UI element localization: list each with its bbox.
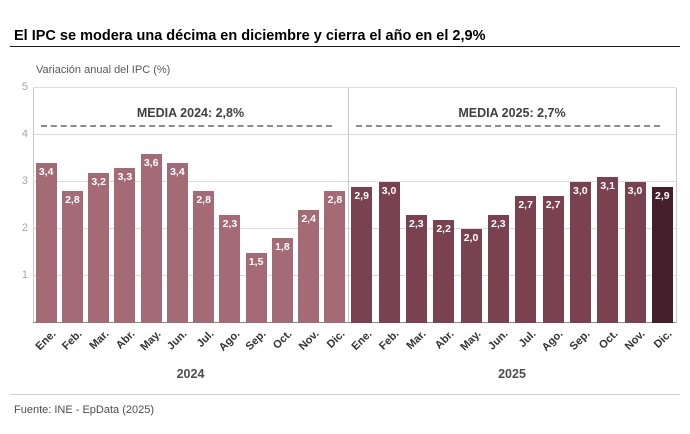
bar-2025-may: 2,0 bbox=[460, 229, 482, 323]
bar-2025-nov: 3,0 bbox=[624, 182, 646, 323]
bar-value-label: 3,0 bbox=[573, 185, 588, 197]
bar-value-label: 2,7 bbox=[518, 199, 533, 212]
bar-value-label: 2,8 bbox=[327, 194, 343, 207]
bar-2024-feb: 2,8 bbox=[61, 191, 83, 323]
plot-border-line bbox=[33, 88, 34, 323]
bar-value-label: 2,2 bbox=[436, 222, 451, 235]
year-group-2024: MEDIA 2024: 2,8% 3,4 2,8 3,2 3,3 3,6 3,4 2,8 2,3… bbox=[33, 88, 348, 323]
y-axis: 5 4 3 2 1 bbox=[8, 81, 28, 323]
bar-value-label: 3,1 bbox=[600, 180, 615, 193]
year-label-2025: 2025 bbox=[498, 367, 526, 381]
bar-2025-abr: 2,2 bbox=[433, 219, 455, 323]
bar-value-label: 3,4 bbox=[38, 166, 54, 179]
page-title: El IPC se modera una décima en diciembre… bbox=[14, 27, 486, 44]
title-divider bbox=[10, 46, 680, 47]
footer-divider bbox=[10, 394, 680, 395]
bar-value-label: 2,7 bbox=[545, 199, 561, 212]
bar-2024-jul: 2,8 bbox=[193, 191, 215, 323]
bar-value-label: 3,0 bbox=[627, 185, 643, 197]
bar-value-label: 3,2 bbox=[91, 175, 106, 188]
gridline-3 bbox=[33, 181, 676, 182]
bar-2025-ago: 2,7 bbox=[542, 196, 564, 323]
bar-2025-dic: 2,9 bbox=[651, 186, 673, 323]
media-dashed-line-2024 bbox=[41, 125, 332, 128]
bar-value-label: 2,0 bbox=[463, 232, 479, 244]
bar-2025-jul: 2,7 bbox=[515, 196, 537, 323]
media-label-2025: MEDIA 2025: 2,7% bbox=[458, 106, 566, 121]
bar-2024-abr: 3,3 bbox=[114, 167, 136, 323]
year-group-2025: MEDIA 2025: 2,7% 2,9 3,0 2,3 2,2 2,0 2,3 2,7 2,7… bbox=[348, 88, 676, 323]
bar-value-label: 2,9 bbox=[354, 189, 369, 202]
bar-2024-oct: 1,8 bbox=[271, 238, 293, 323]
bar-2025-jun: 2,3 bbox=[487, 214, 509, 323]
bar-value-label: 1,5 bbox=[248, 255, 264, 268]
gridline-5 bbox=[33, 87, 676, 88]
bar-2024-ene: 3,4 bbox=[35, 163, 57, 323]
plot-border-line bbox=[676, 88, 677, 323]
plot-area: MEDIA 2024: 2,8% 3,4 2,8 3,2 3,3 3,6 3,4 2,8 2,3… bbox=[33, 87, 677, 323]
y-tick-5: 5 bbox=[21, 81, 28, 93]
y-tick-1: 1 bbox=[21, 269, 28, 281]
bar-value-label: 3,0 bbox=[381, 185, 397, 197]
source-text: Fuente: INE - EpData (2025) bbox=[14, 404, 155, 416]
gridline-4 bbox=[33, 134, 676, 135]
y-tick-2: 2 bbox=[21, 222, 28, 234]
bar-2024-ago: 2,3 bbox=[219, 214, 241, 323]
bar-2024-mar: 3,2 bbox=[88, 172, 110, 323]
bar-value-label: 2,8 bbox=[65, 194, 80, 207]
bar-2024-dic: 2,8 bbox=[324, 191, 346, 323]
x-axis: Ene. Feb. Mar. Abr. May. Jun. Jul. Ago. Sep. Oct.… bbox=[33, 323, 676, 398]
bar-value-label: 1,8 bbox=[275, 241, 290, 254]
bar-2024-nov: 2,4 bbox=[298, 210, 320, 323]
bar-value-label: 2,3 bbox=[409, 217, 424, 230]
bar-value-label: 2,8 bbox=[196, 194, 211, 207]
y-tick-4: 4 bbox=[21, 128, 28, 140]
y-axis-title: Variación anual del IPC (%) bbox=[36, 64, 171, 76]
bar-value-label: 2,9 bbox=[655, 189, 670, 202]
media-label-2024: MEDIA 2024: 2,8% bbox=[136, 106, 245, 121]
group-separator-line bbox=[348, 88, 349, 323]
bar-2025-mar: 2,3 bbox=[405, 214, 427, 323]
bar-2024-jun: 3,4 bbox=[166, 163, 188, 323]
bar-value-label: 3,4 bbox=[170, 166, 185, 179]
bar-value-label: 3,6 bbox=[143, 156, 159, 169]
bar-2024-sep: 1,5 bbox=[245, 252, 267, 323]
bar-2024-may: 3,6 bbox=[140, 153, 162, 323]
y-tick-3: 3 bbox=[21, 175, 28, 187]
media-dashed-line-2025 bbox=[356, 125, 660, 128]
bar-2025-oct: 3,1 bbox=[597, 177, 619, 323]
bar-2025-sep: 3,0 bbox=[569, 182, 591, 323]
bar-value-label: 3,3 bbox=[117, 170, 133, 183]
bar-value-label: 2,4 bbox=[301, 213, 316, 226]
bar-2025-feb: 3,0 bbox=[378, 182, 400, 323]
bar-value-label: 2,3 bbox=[491, 217, 506, 230]
year-label-2024: 2024 bbox=[176, 367, 205, 381]
bar-2025-ene: 2,9 bbox=[351, 186, 373, 323]
bar-value-label: 2,3 bbox=[222, 217, 238, 230]
